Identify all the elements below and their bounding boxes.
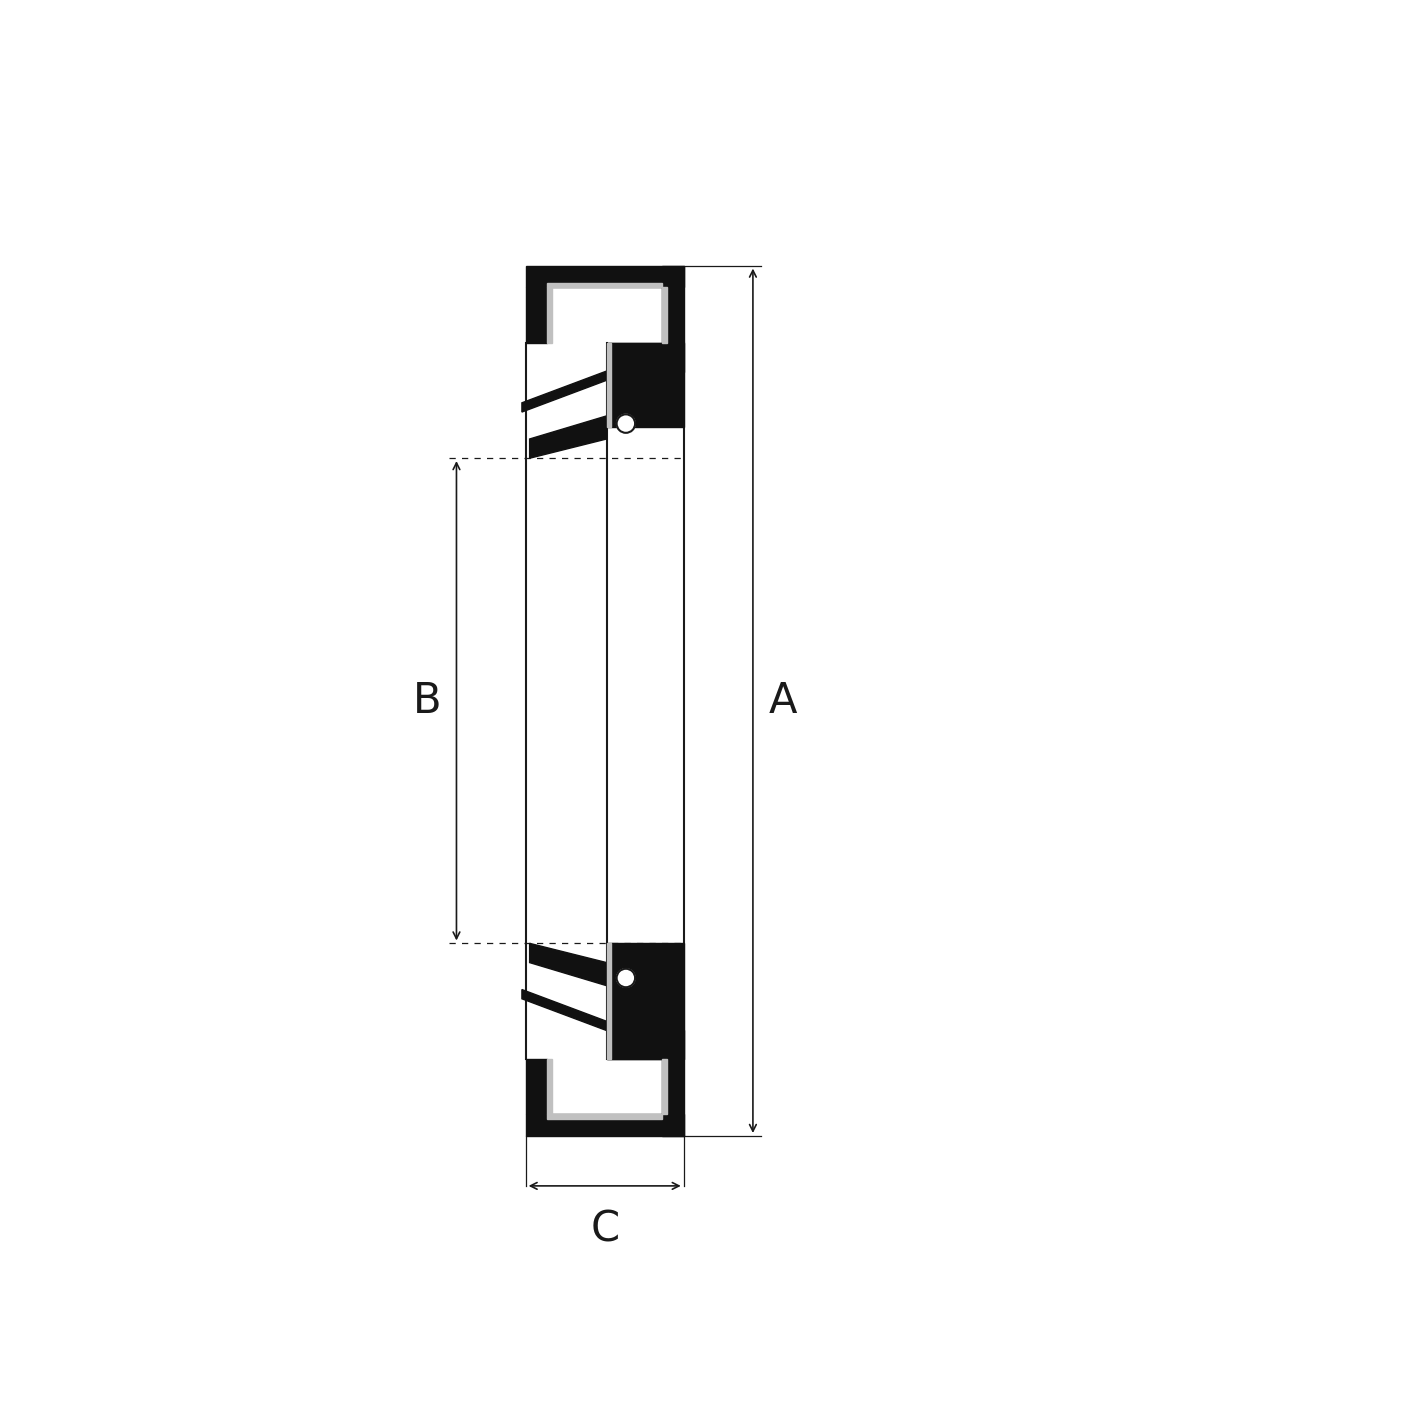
Polygon shape	[606, 943, 612, 1059]
Polygon shape	[547, 287, 553, 343]
Polygon shape	[606, 343, 683, 373]
Polygon shape	[662, 266, 683, 343]
Polygon shape	[662, 1059, 683, 1136]
Circle shape	[617, 969, 636, 987]
Polygon shape	[530, 943, 606, 986]
Polygon shape	[526, 266, 683, 287]
Polygon shape	[526, 1115, 683, 1136]
Polygon shape	[547, 283, 662, 287]
Polygon shape	[662, 1059, 666, 1115]
Text: A: A	[768, 679, 797, 721]
Text: C: C	[591, 1209, 619, 1251]
Polygon shape	[606, 343, 683, 427]
Polygon shape	[522, 990, 614, 1033]
Text: B: B	[412, 679, 441, 721]
Polygon shape	[547, 1115, 662, 1119]
Circle shape	[617, 415, 636, 433]
Polygon shape	[526, 1059, 547, 1115]
Polygon shape	[606, 943, 683, 1059]
Polygon shape	[526, 287, 547, 343]
Polygon shape	[606, 1029, 683, 1059]
Polygon shape	[662, 287, 666, 343]
Polygon shape	[522, 368, 614, 412]
Polygon shape	[606, 343, 612, 427]
Polygon shape	[547, 1059, 553, 1115]
Polygon shape	[530, 416, 606, 458]
